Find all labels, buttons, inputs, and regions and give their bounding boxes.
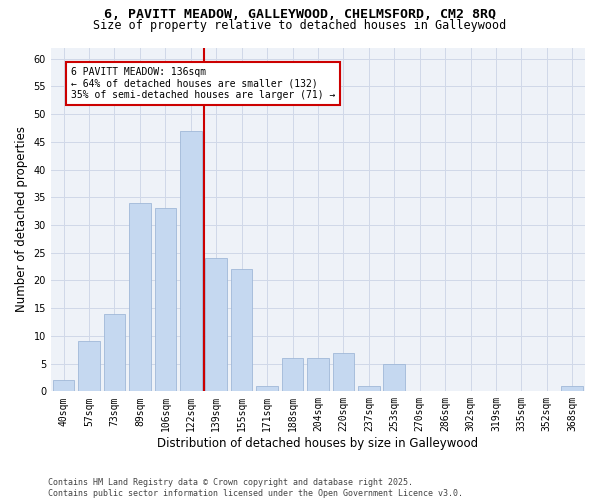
Bar [307, 358, 329, 392]
Bar [205, 258, 227, 392]
Text: 6, PAVITT MEADOW, GALLEYWOOD, CHELMSFORD, CM2 8RQ: 6, PAVITT MEADOW, GALLEYWOOD, CHELMSFORD… [104, 8, 496, 20]
Bar [231, 270, 253, 392]
Bar [78, 342, 100, 392]
Bar [104, 314, 125, 392]
Bar [358, 386, 380, 392]
Text: Contains HM Land Registry data © Crown copyright and database right 2025.
Contai: Contains HM Land Registry data © Crown c… [48, 478, 463, 498]
Bar [383, 364, 405, 392]
Text: 6 PAVITT MEADOW: 136sqm
← 64% of detached houses are smaller (132)
35% of semi-d: 6 PAVITT MEADOW: 136sqm ← 64% of detache… [71, 67, 335, 100]
Y-axis label: Number of detached properties: Number of detached properties [15, 126, 28, 312]
Bar [256, 386, 278, 392]
Bar [53, 380, 74, 392]
Text: Size of property relative to detached houses in Galleywood: Size of property relative to detached ho… [94, 18, 506, 32]
Bar [282, 358, 304, 392]
X-axis label: Distribution of detached houses by size in Galleywood: Distribution of detached houses by size … [157, 437, 479, 450]
Bar [129, 203, 151, 392]
Bar [562, 386, 583, 392]
Bar [155, 208, 176, 392]
Bar [180, 130, 202, 392]
Bar [332, 352, 354, 392]
